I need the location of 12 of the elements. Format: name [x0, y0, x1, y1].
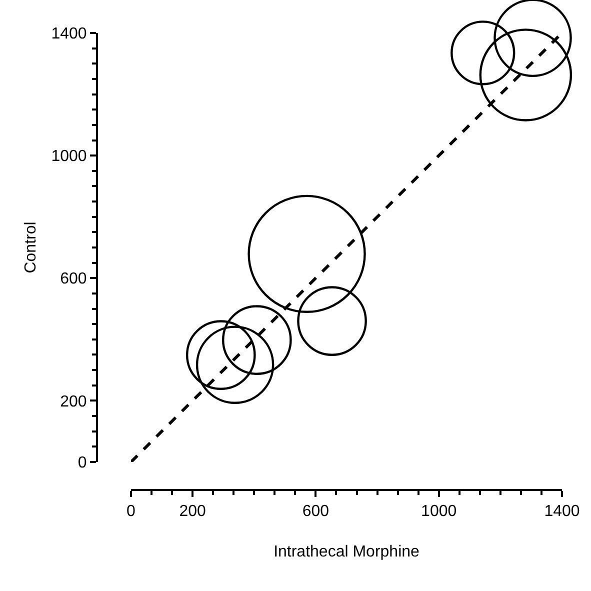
x-tick-label: 200 — [179, 503, 206, 520]
y-tick-label: 1000 — [51, 148, 87, 166]
y-tick-label: 0 — [78, 454, 87, 472]
x-tick-label: 0 — [126, 503, 136, 520]
y-axis-title: Control — [22, 222, 40, 274]
x-tick-label: 1400 — [544, 503, 580, 520]
x-axis-title: Intrathecal Morphine — [274, 543, 420, 560]
x-tick-label: 600 — [302, 503, 330, 520]
x-tick-label: 1000 — [421, 503, 457, 520]
y-tick-label: 600 — [60, 270, 87, 288]
y-tick-label: 200 — [60, 393, 87, 410]
y-tick-label: 1400 — [51, 26, 87, 43]
